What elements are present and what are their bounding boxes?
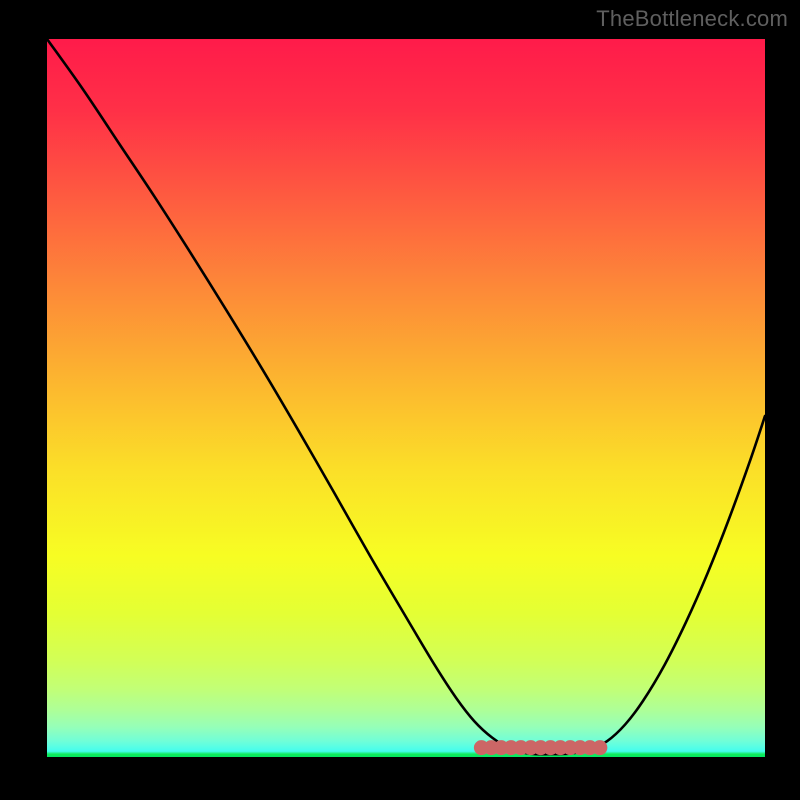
watermark-text: TheBottleneck.com bbox=[596, 6, 788, 32]
chart-plot-area bbox=[47, 39, 765, 757]
chart-background-gradient bbox=[47, 39, 765, 757]
